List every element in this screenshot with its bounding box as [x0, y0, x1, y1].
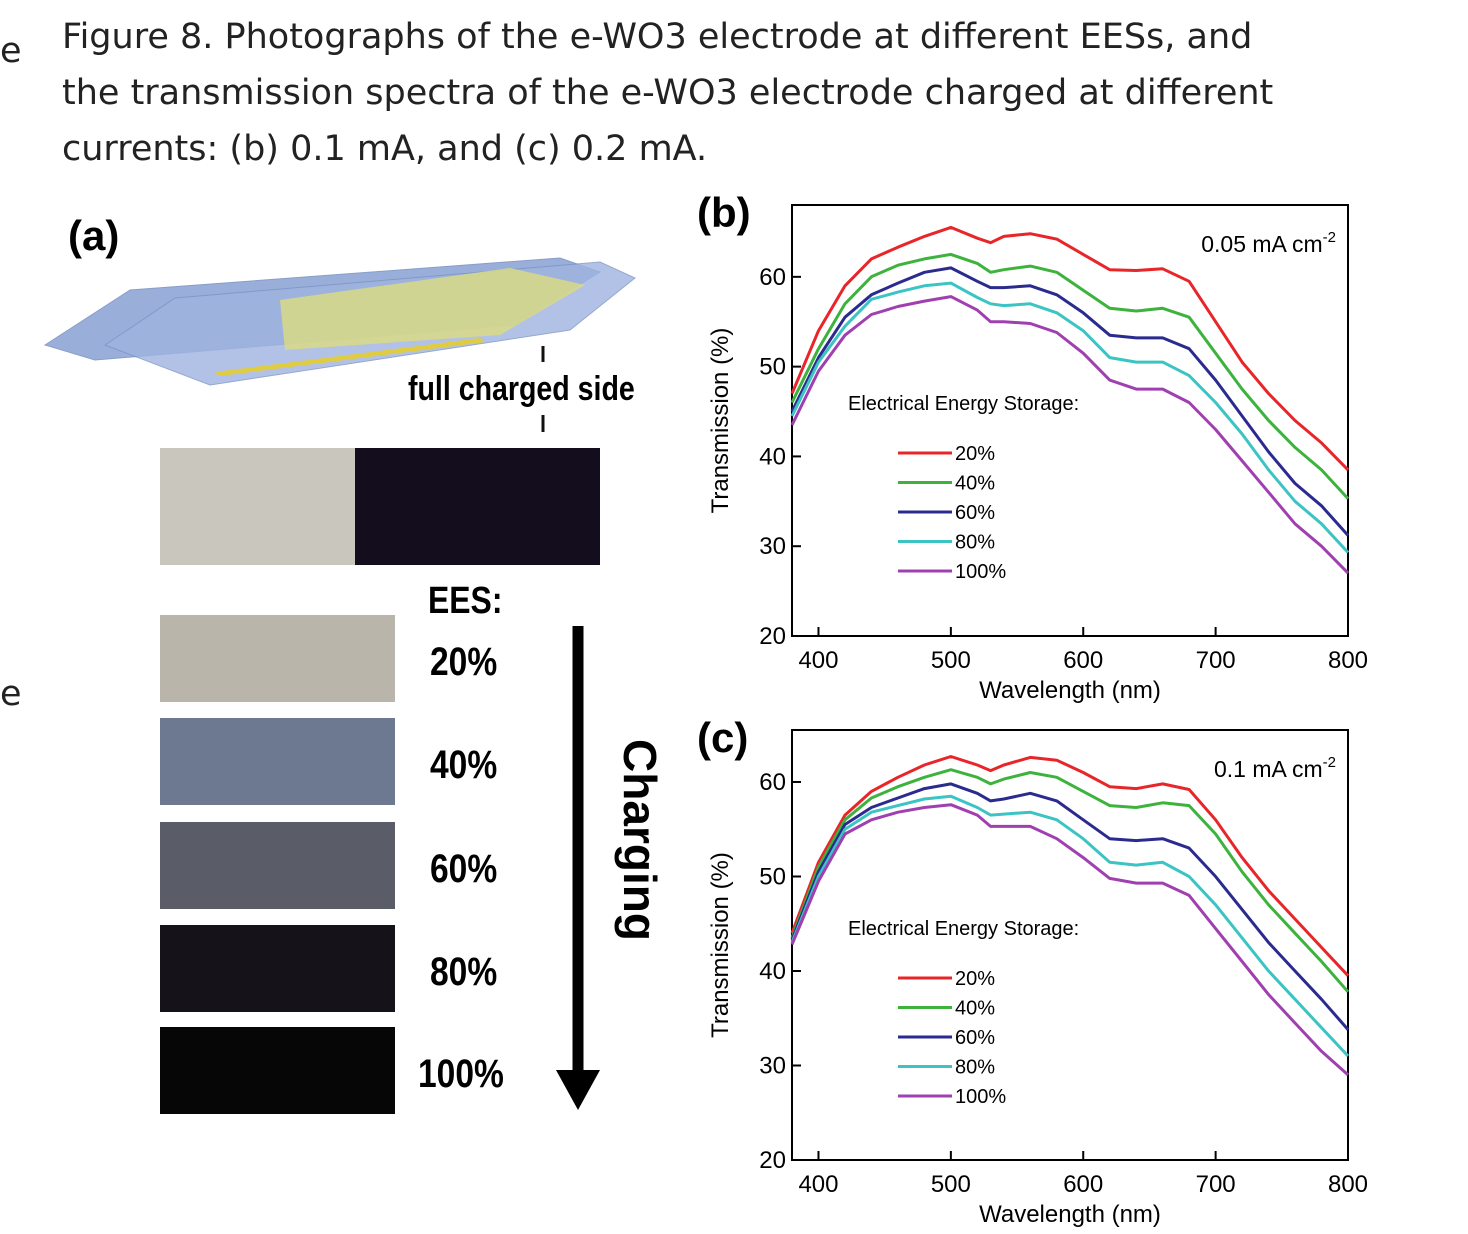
level-label: 80% — [430, 949, 497, 993]
x-tick-label: 800 — [1328, 1171, 1368, 1198]
margin-fragment: e — [0, 31, 22, 71]
panel-label: (b) — [697, 189, 751, 236]
x-tick-label: 400 — [798, 1171, 838, 1198]
series-line — [790, 782, 1350, 1031]
arrow-head — [556, 1070, 600, 1110]
y-tick-label: 50 — [759, 863, 786, 890]
legend-label: 20% — [955, 968, 995, 990]
photo — [160, 925, 395, 1012]
y-tick-label: 30 — [759, 1052, 786, 1079]
legend-label: 80% — [955, 1057, 995, 1079]
panel-label: (a) — [68, 212, 119, 259]
y-tick-label: 60 — [759, 264, 786, 291]
level-label: 20% — [430, 639, 497, 683]
y-tick-label: 30 — [759, 533, 786, 560]
caption-line: currents: (b) 0.1 mA, and (c) 0.2 mA. — [62, 129, 707, 169]
y-tick-label: 40 — [759, 443, 786, 470]
legend-label: 40% — [955, 998, 995, 1020]
series-line — [790, 794, 1350, 1058]
legend-title: Electrical Energy Storage: — [848, 393, 1079, 415]
series-line — [790, 252, 1350, 500]
plot-frame — [791, 204, 1349, 637]
legend-label: 60% — [955, 502, 995, 524]
level-label: 100% — [418, 1051, 504, 1095]
condition-text: 0.05 mA cm — [1201, 231, 1322, 257]
legend-label: 20% — [955, 443, 995, 465]
y-tick-label: 20 — [759, 1147, 786, 1174]
legend-label: 100% — [955, 561, 1006, 583]
series-line — [790, 266, 1350, 537]
x-tick-label: 500 — [931, 1171, 971, 1198]
caption-line: Figure 8. Photographs of the e-WO3 elect… — [62, 17, 1252, 57]
x-tick-label: 700 — [1196, 1171, 1236, 1198]
legend-label: 80% — [955, 532, 995, 554]
legend-label: 60% — [955, 1027, 995, 1049]
photo — [160, 1027, 395, 1114]
y-tick-label: 60 — [759, 769, 786, 796]
arrow-label: Charging — [614, 739, 666, 941]
level-label: 40% — [430, 742, 497, 786]
level-label: 60% — [430, 846, 497, 890]
y-axis-label: Transmission (%) — [707, 852, 734, 1038]
condition-label: 0.1 mA cm-2 — [1214, 754, 1336, 782]
series-line — [790, 803, 1349, 1077]
x-tick-label: 800 — [1328, 647, 1368, 674]
y-tick-label: 50 — [759, 354, 786, 381]
legend-label: 100% — [955, 1086, 1006, 1108]
legend-title: Electrical Energy Storage: — [848, 918, 1079, 940]
electrode-illustration — [43, 257, 636, 386]
x-tick-label: 500 — [931, 647, 971, 674]
x-axis-label: Wavelength (nm) — [979, 677, 1161, 704]
condition-label: 0.05 mA cm-2 — [1201, 229, 1336, 257]
series-line — [790, 768, 1350, 993]
y-axis-label: Transmission (%) — [707, 328, 734, 514]
y-tick-label: 20 — [759, 623, 786, 650]
x-tick-label: 600 — [1063, 1171, 1103, 1198]
caption-line: the transmission spectra of the e-WO3 el… — [62, 73, 1273, 113]
series-line — [790, 755, 1350, 977]
x-tick-label: 700 — [1196, 647, 1236, 674]
condition-text: 0.1 mA cm — [1214, 756, 1323, 782]
x-tick-label: 400 — [798, 647, 838, 674]
y-tick-label: 40 — [759, 958, 786, 985]
panel-label: (c) — [697, 714, 748, 761]
series-line — [790, 225, 1350, 471]
plot-frame — [791, 729, 1349, 1161]
margin-fragment: e — [0, 674, 22, 714]
series-line — [790, 281, 1350, 554]
x-axis-label: Wavelength (nm) — [979, 1201, 1161, 1228]
series-line — [790, 295, 1350, 575]
legend-label: 40% — [955, 473, 995, 495]
photo — [160, 615, 395, 702]
photo — [160, 822, 395, 909]
ees-label: EES: — [428, 579, 502, 621]
x-tick-label: 600 — [1063, 647, 1103, 674]
annotation: full charged side — [408, 370, 635, 408]
condition-superscript: -2 — [1323, 754, 1336, 771]
photo — [160, 718, 395, 805]
photo-full — [160, 448, 600, 565]
condition-superscript: -2 — [1323, 229, 1336, 246]
